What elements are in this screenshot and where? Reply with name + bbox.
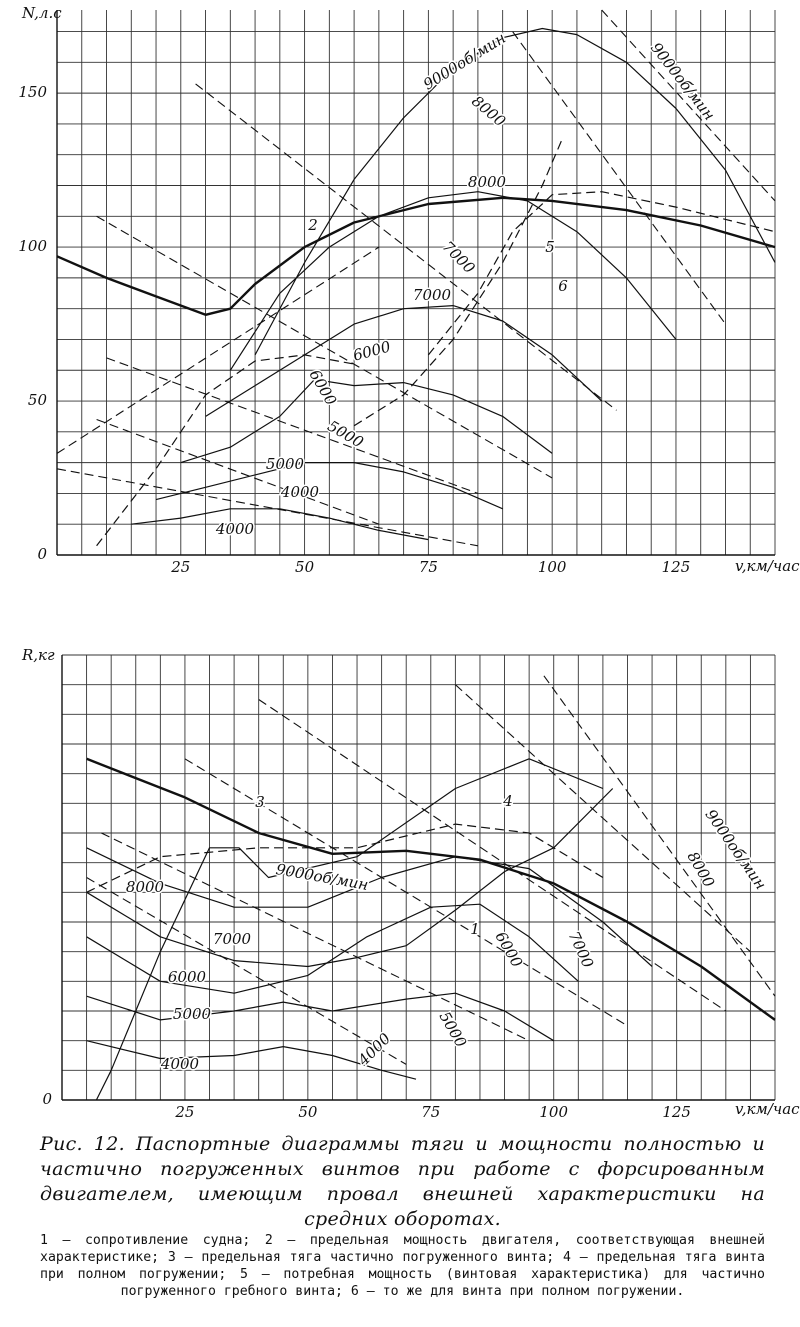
curve-label: 5000 — [266, 455, 305, 473]
curve-label: 6000 — [351, 337, 393, 364]
curve — [86, 877, 407, 1065]
y-axis-label: N,л.с — [21, 4, 62, 22]
curve — [106, 357, 479, 494]
curve-label: 4000 — [160, 1055, 200, 1073]
curve — [195, 83, 617, 411]
curve — [96, 215, 553, 479]
curve — [455, 684, 751, 953]
curve-label: 8000 — [468, 173, 507, 191]
curve — [543, 675, 776, 997]
curve — [86, 992, 555, 1042]
curve-label: 7000 — [413, 286, 452, 304]
figure-caption: Рис. 12. Паспортные диаграммы тяги и мощ… — [40, 1133, 765, 1230]
x-axis-label: v,км/час — [735, 1100, 800, 1118]
curve — [56, 468, 478, 547]
curve — [353, 139, 563, 427]
x-axis-label: v,км/час — [735, 557, 800, 575]
curve — [229, 191, 677, 371]
x-tick-label: 25 — [170, 558, 190, 576]
curve-label: 1 — [470, 920, 480, 938]
curve — [56, 196, 776, 316]
curve — [205, 305, 603, 417]
figure-notes: 1 — сопротивление судна; 2 — предельная … — [40, 1233, 765, 1299]
curve-label: 9000об/мин — [420, 29, 509, 94]
y-tick-label: 0 — [42, 1090, 52, 1108]
x-tick-label: 100 — [539, 1103, 568, 1121]
curve — [86, 757, 776, 1021]
curve-label: 5000 — [173, 1005, 212, 1023]
curve-label: 4000 — [215, 520, 255, 538]
curve — [96, 354, 355, 547]
curve-label: 7000 — [439, 237, 479, 277]
curve-label: 4000 — [280, 483, 320, 501]
curve-label: 8000 — [126, 878, 165, 896]
x-tick-label: 125 — [662, 558, 691, 576]
curve — [601, 9, 776, 202]
curve — [95, 758, 604, 1101]
curve-label: 6 — [558, 277, 568, 295]
curve-label: 9000об/мин — [647, 39, 719, 124]
curve — [86, 903, 579, 994]
y-tick-label: 150 — [18, 83, 47, 101]
y-tick-label: 0 — [37, 545, 47, 563]
x-tick-label: 50 — [295, 558, 315, 576]
curve-label: 3 — [255, 793, 265, 811]
curve — [96, 418, 380, 525]
curve — [86, 823, 604, 893]
curve-label: 8000 — [684, 848, 719, 890]
curve — [258, 699, 727, 1012]
y-tick-label: 50 — [28, 391, 48, 409]
curve-label: 4 — [502, 792, 513, 810]
x-tick-label: 125 — [662, 1103, 691, 1121]
curve-label: 7000 — [565, 928, 598, 971]
curve-label: 5 — [545, 238, 555, 256]
curve — [184, 758, 628, 1027]
x-tick-label: 75 — [419, 558, 438, 576]
x-tick-label: 75 — [421, 1103, 440, 1121]
y-axis-label: R,кг — [21, 646, 55, 664]
curve-label: 5000 — [436, 1008, 471, 1050]
curve — [180, 378, 553, 464]
curve — [155, 462, 503, 510]
x-tick-label: 100 — [538, 558, 567, 576]
x-tick-label: 50 — [298, 1103, 318, 1121]
curve — [86, 847, 653, 967]
curve-label: 6000 — [306, 366, 341, 408]
curve — [86, 1040, 417, 1080]
curve-label: 7000 — [213, 930, 252, 948]
figure: 25 50 75 100 125050100150N,л.сv,км/час9000об… — [18, 4, 800, 1121]
curve — [512, 31, 726, 325]
curve — [427, 191, 776, 356]
curve-label: 8000 — [468, 92, 509, 131]
curve — [131, 508, 429, 541]
curve — [56, 246, 380, 454]
curve-label: 6000 — [492, 928, 527, 970]
curve — [254, 27, 776, 356]
curve — [86, 788, 614, 968]
curve-label: 2 — [307, 216, 318, 234]
curve — [101, 832, 530, 1042]
x-tick-label: 25 — [174, 1103, 194, 1121]
curve-label: 6000 — [168, 968, 207, 986]
y-tick-label: 100 — [18, 237, 47, 255]
